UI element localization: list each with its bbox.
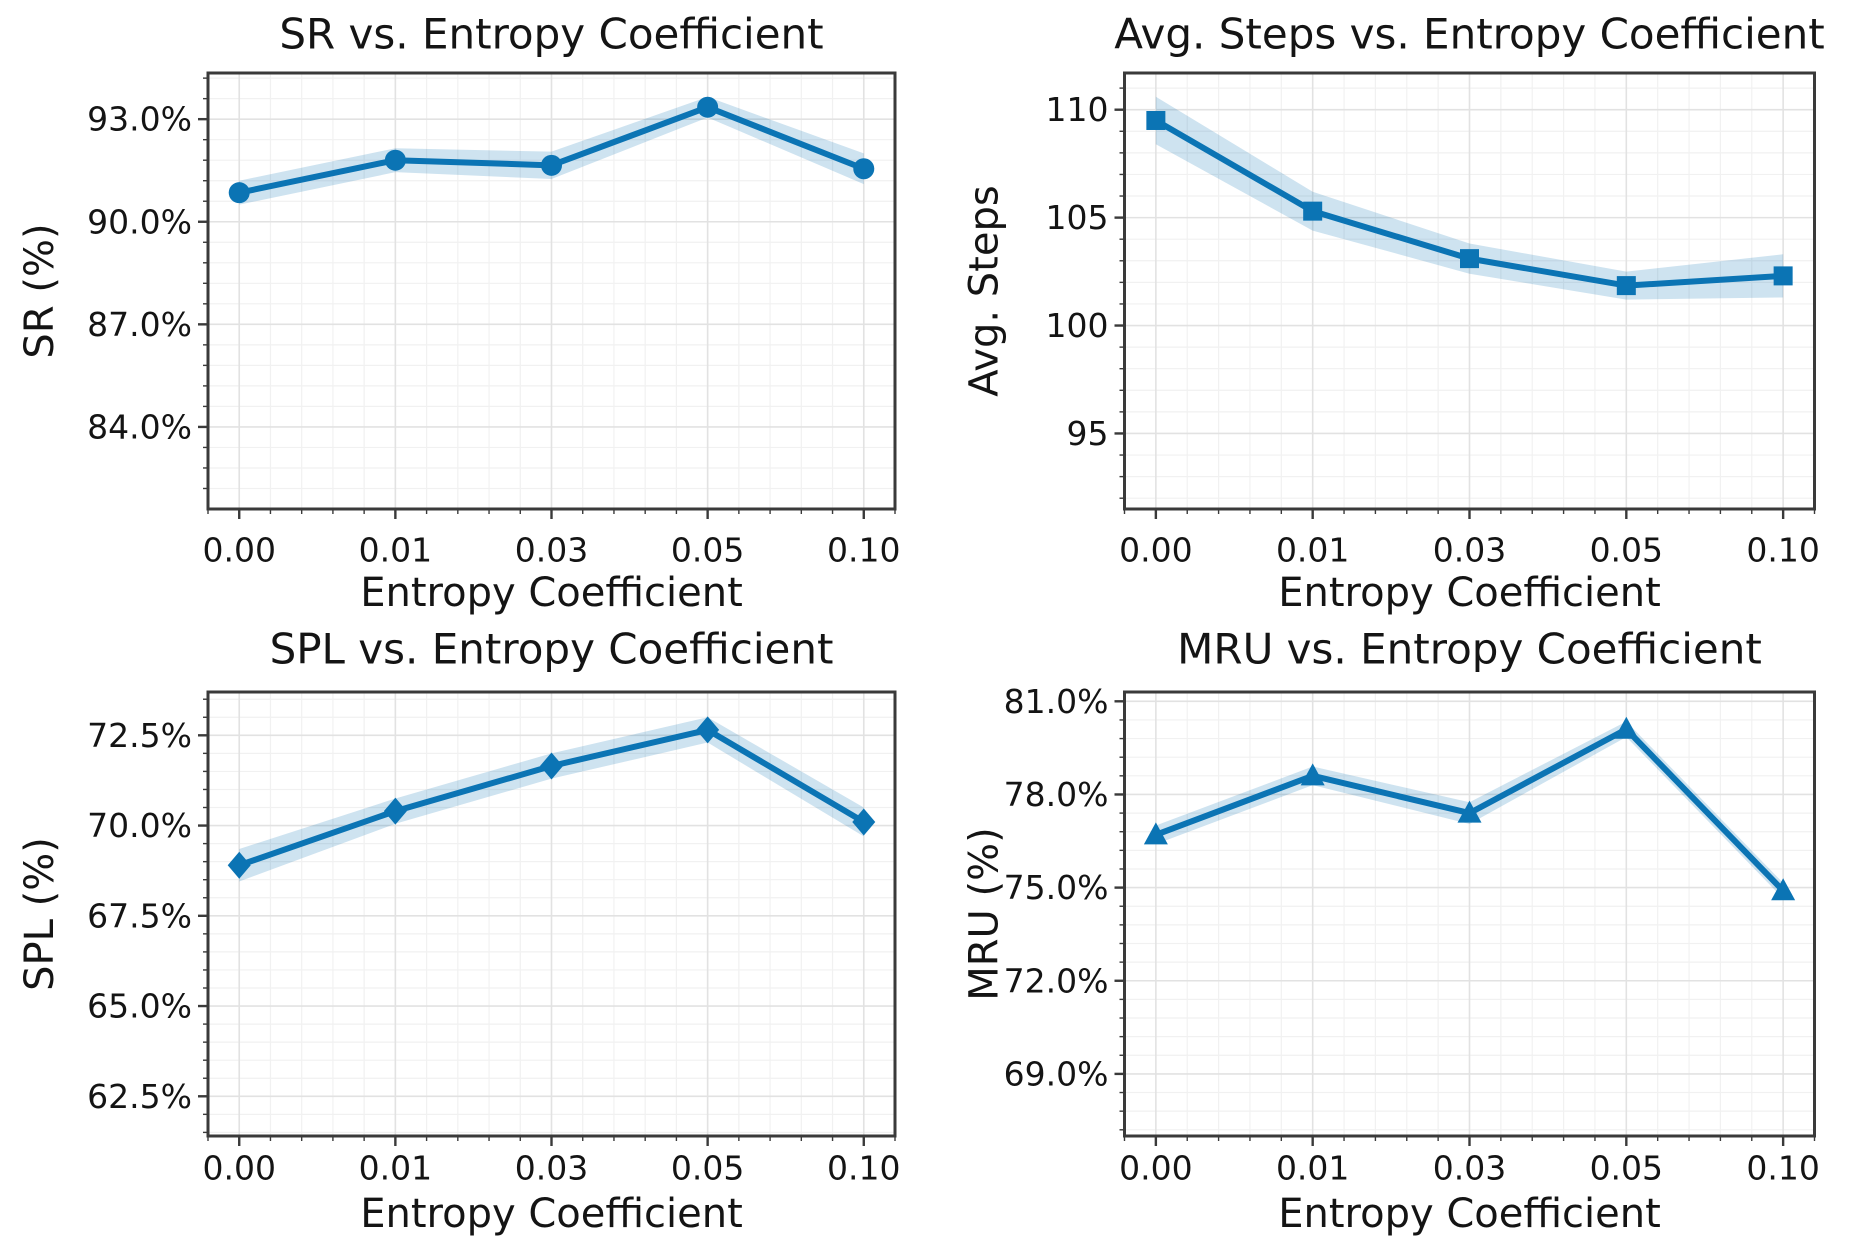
y-axis-label: SPL (%) [17, 837, 63, 991]
x-tick-label: 0.03 [1433, 531, 1506, 570]
data-point-marker [1143, 822, 1168, 845]
chart-avg-steps-svg: 95 100 105 110 0.00 0.01 0.03 0.05 0.10 Entropy C… [962, 10, 1825, 617]
x-tick-label: 0.05 [671, 1149, 744, 1188]
data-point-marker [384, 149, 406, 171]
x-tick-label: 0.00 [202, 1149, 275, 1188]
y-tick-label: 93.0% [87, 100, 192, 139]
y-tick-label: 95 [1067, 414, 1109, 453]
y-tick-label: 100 [1046, 306, 1109, 345]
data-point-marker [1457, 800, 1482, 823]
y-tick-label: 69.0% [1004, 1054, 1109, 1093]
chart-title: Avg. Steps vs. Entropy Coefficient [1114, 10, 1824, 59]
data-point-marker [1303, 201, 1323, 221]
y-axis-label: Avg. Steps [962, 185, 1008, 396]
chart-title: SR vs. Entropy Coefficient [279, 10, 823, 59]
data-point-marker [541, 154, 562, 176]
y-tick-label: 62.5% [87, 1077, 192, 1116]
y-tick-label: 67.5% [87, 896, 192, 935]
data-point-marker [1616, 276, 1636, 296]
x-tick-label: 0.00 [202, 531, 275, 570]
y-tick-label: 65.0% [87, 987, 192, 1026]
y-tick-label: 110 [1046, 90, 1109, 129]
data-point-marker [383, 797, 407, 825]
x-tick-label: 0.10 [827, 1149, 900, 1188]
x-tick-label: 0.01 [1276, 531, 1349, 570]
chart-sr: 84.0% 87.0% 90.0% 93.0% 0.00 0.01 0.03 0.05 0.10… [0, 0, 928, 620]
x-tick-label: 0.10 [1746, 1149, 1819, 1188]
x-tick-label: 0.00 [1119, 531, 1192, 570]
x-tick-label: 0.03 [1433, 1149, 1506, 1188]
data-point-marker [1460, 249, 1479, 269]
y-tick-label: 90.0% [87, 202, 192, 241]
data-point-marker [1614, 716, 1639, 739]
chart-avg-steps: 95 100 105 110 0.00 0.01 0.03 0.05 0.10 Entropy C… [928, 0, 1857, 620]
y-tick-label: 81.0% [1004, 682, 1109, 721]
data-point-marker [1771, 878, 1796, 901]
y-tick-label: 84.0% [87, 407, 192, 446]
data-point-marker [540, 752, 563, 780]
x-axis-label: Entropy Coefficient [1278, 1191, 1661, 1237]
y-tick-label: 70.0% [87, 806, 192, 845]
y-tick-label: 72.0% [1004, 961, 1109, 1000]
data-point-marker [228, 182, 250, 204]
y-tick-label: 72.5% [87, 716, 192, 755]
data-point-marker [696, 716, 720, 744]
x-axis-label: Entropy Coefficient [1278, 570, 1661, 616]
chart-spl: 62.5% 65.0% 67.5% 70.0% 72.5% 0.00 0.01 0.03 0.0… [0, 620, 928, 1257]
chart-title: SPL vs. Entropy Coefficient [270, 625, 834, 674]
chart-title: MRU vs. Entropy Coefficient [1177, 625, 1762, 674]
x-tick-label: 0.00 [1119, 1149, 1192, 1188]
x-tick-label: 0.05 [1590, 531, 1663, 570]
data-point-marker [1773, 266, 1793, 286]
x-tick-label: 0.01 [359, 1149, 432, 1188]
x-tick-label: 0.03 [515, 531, 588, 570]
data-point-marker [1300, 763, 1325, 786]
x-axis-label: Entropy Coefficient [360, 1191, 743, 1237]
chart-mru: 69.0% 72.0% 75.0% 78.0% 81.0% 0.00 0.01 0.03 0.0… [928, 620, 1857, 1257]
y-axis-label: MRU (%) [962, 827, 1008, 1001]
chart-spl-svg: 62.5% 65.0% 67.5% 70.0% 72.5% 0.00 0.01 0.03 0.0… [17, 625, 901, 1238]
x-tick-label: 0.01 [1276, 1149, 1349, 1188]
y-tick-label: 78.0% [1004, 775, 1109, 814]
y-tick-label: 75.0% [1004, 868, 1109, 907]
x-tick-label: 0.05 [1590, 1149, 1663, 1188]
data-point-marker [852, 808, 876, 836]
x-tick-label: 0.03 [515, 1149, 588, 1188]
y-axis-label: SR (%) [17, 223, 63, 358]
chart-sr-svg: 84.0% 87.0% 90.0% 93.0% 0.00 0.01 0.03 0.05 0.10… [17, 10, 901, 617]
x-tick-label: 0.05 [671, 531, 744, 570]
x-tick-label: 0.10 [1746, 531, 1819, 570]
data-point-marker [227, 851, 251, 879]
data-point-marker [697, 96, 719, 118]
data-point-marker [1146, 110, 1166, 130]
x-axis-label: Entropy Coefficient [360, 570, 743, 616]
chart-mru-svg: 69.0% 72.0% 75.0% 78.0% 81.0% 0.00 0.01 0.03 0.0… [962, 625, 1820, 1238]
x-tick-label: 0.10 [827, 531, 900, 570]
x-tick-label: 0.01 [359, 531, 432, 570]
y-tick-label: 105 [1046, 198, 1109, 237]
y-tick-label: 87.0% [87, 305, 192, 344]
data-point-marker [853, 158, 875, 180]
